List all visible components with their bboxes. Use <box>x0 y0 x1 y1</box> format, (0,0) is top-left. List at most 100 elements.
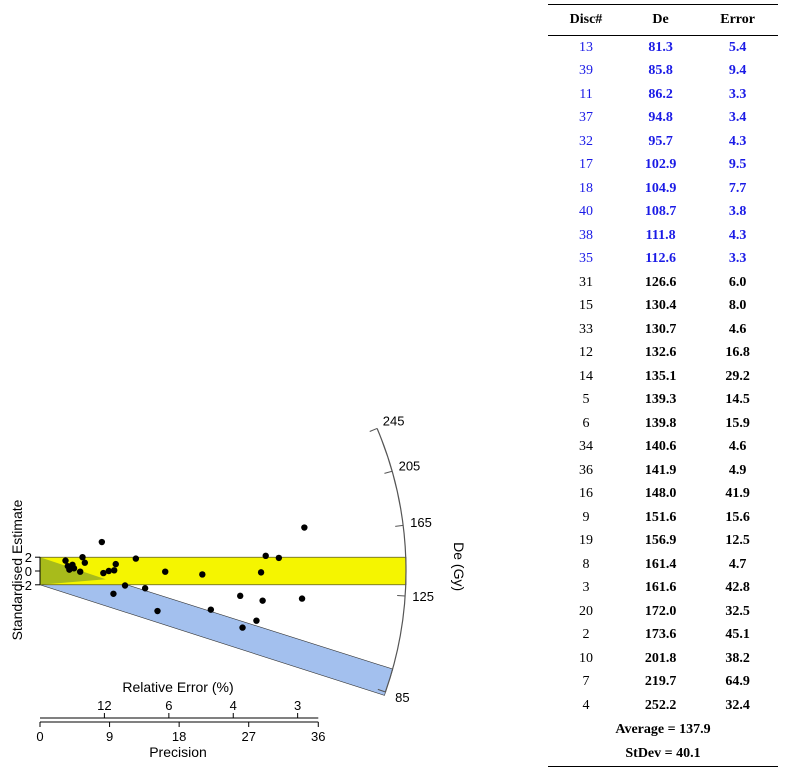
cell-de: 95.7 <box>648 133 673 149</box>
arc-tick <box>384 470 393 474</box>
cell-disc: 11 <box>579 86 593 102</box>
table-row: 33 130.7 4.6 <box>548 318 778 342</box>
arc-tick-label: 125 <box>412 589 434 604</box>
data-point <box>76 568 84 575</box>
cell-de: 104.9 <box>644 180 677 196</box>
de-arc <box>376 428 407 693</box>
cell-de: 172.0 <box>644 603 677 619</box>
y-tick-label: 2 <box>25 550 32 565</box>
cell-disc: 34 <box>578 439 593 455</box>
arc-tick <box>395 524 404 527</box>
table-row: 8 161.4 4.7 <box>548 553 778 577</box>
cell-disc: 6 <box>582 415 590 431</box>
cell-disc: 39 <box>578 63 593 79</box>
cell-disc: 37 <box>578 110 593 126</box>
arc-tick-label: 165 <box>410 515 432 530</box>
table-row: 38 111.8 4.3 <box>548 224 778 248</box>
cell-de: 132.6 <box>644 345 677 361</box>
table-row: 9 151.6 15.6 <box>548 506 778 530</box>
data-point <box>105 567 112 575</box>
cell-disc: 17 <box>578 157 593 173</box>
cell-error: 3.3 <box>728 86 747 102</box>
table-row: 16 148.0 41.9 <box>548 483 778 507</box>
cell-de: 126.6 <box>644 274 677 290</box>
cell-disc: 33 <box>578 321 593 337</box>
cell-error: 42.8 <box>725 580 750 596</box>
data-point <box>257 569 265 576</box>
cell-disc: 5 <box>582 392 590 408</box>
precision-tick-label: 27 <box>241 729 255 744</box>
cell-de: 139.8 <box>644 415 677 431</box>
cell-error: 45.1 <box>725 627 750 643</box>
cell-error: 32.5 <box>725 603 750 619</box>
cell-de: 85.8 <box>648 63 673 79</box>
data-point <box>162 568 169 575</box>
cell-error: 64.9 <box>725 674 750 690</box>
table-row: 32 95.7 4.3 <box>548 130 778 154</box>
stdev-summary: StDev = 40.1 <box>548 742 778 767</box>
table-row: 6 139.8 15.9 <box>548 412 778 436</box>
arc-axis-label: De (Gy) <box>451 542 467 591</box>
y-axis-label: Standardised Estimate <box>9 499 25 640</box>
data-point <box>81 559 89 566</box>
cell-de: 161.6 <box>644 580 677 596</box>
table-row: 7 219.7 64.9 <box>548 671 778 695</box>
cell-disc: 40 <box>578 204 593 220</box>
data-point <box>298 595 306 602</box>
cell-error: 3.3 <box>728 251 747 267</box>
cell-disc: 18 <box>578 180 593 196</box>
data-point <box>207 606 215 613</box>
cell-disc: 16 <box>578 486 593 502</box>
cell-de: 148.0 <box>644 486 677 502</box>
cell-de: 108.7 <box>644 204 677 220</box>
table-row: 34 140.6 4.6 <box>548 436 778 460</box>
cell-error: 5.4 <box>728 39 747 55</box>
cell-de: 112.6 <box>645 251 676 267</box>
cell-de: 156.9 <box>644 533 677 549</box>
cell-error: 4.6 <box>728 439 747 455</box>
cell-de: 86.2 <box>648 86 673 102</box>
cell-error: 15.9 <box>725 415 750 431</box>
cell-de: 111.8 <box>645 227 676 243</box>
cell-disc: 9 <box>582 509 590 525</box>
arc-tick <box>377 688 386 693</box>
table-row: 4 252.2 32.4 <box>548 694 778 718</box>
relative-error-tick-label: 12 <box>97 698 111 713</box>
table-row: 35 112.6 3.3 <box>548 248 778 272</box>
table-row: 19 156.9 12.5 <box>548 530 778 554</box>
table-row: 20 172.0 32.5 <box>548 600 778 624</box>
col-header-error: Error <box>720 12 755 27</box>
average-summary: Average = 137.9 <box>615 721 711 737</box>
col-header-disc: Disc# <box>569 12 603 27</box>
cell-disc: 31 <box>578 274 593 290</box>
cell-error: 32.4 <box>725 697 750 713</box>
central-band <box>39 556 407 586</box>
table-row: 40 108.7 3.8 <box>548 201 778 225</box>
cell-error: 9.5 <box>728 157 747 173</box>
cell-de: 140.6 <box>644 439 677 455</box>
relative-error-tick-label: 3 <box>294 698 301 713</box>
table-row: 36 141.9 4.9 <box>548 459 778 483</box>
table-row: 15 130.4 8.0 <box>548 295 778 319</box>
precision-tick-label: 9 <box>106 729 113 744</box>
cell-error: 29.2 <box>725 368 750 384</box>
cell-error: 12.5 <box>725 533 750 549</box>
data-point <box>70 565 78 572</box>
data-point <box>301 524 308 531</box>
data-point <box>110 590 117 597</box>
table-row: 37 94.8 3.4 <box>548 107 778 131</box>
de-table: Disc# De Error 13 81.3 5.4 39 85.8 9.4 11 86.2 3… <box>548 4 778 718</box>
cell-de: 81.3 <box>648 39 673 55</box>
cell-error: 6.0 <box>728 274 747 290</box>
cell-de: 141.9 <box>644 462 677 478</box>
data-point <box>262 552 269 560</box>
table-row: 31 126.6 6.0 <box>548 271 778 295</box>
cell-disc: 36 <box>578 462 593 478</box>
cell-disc: 19 <box>578 533 593 549</box>
precision-tick-label: 18 <box>172 729 186 744</box>
table-row: 10 201.8 38.2 <box>548 647 778 671</box>
cell-disc: 3 <box>582 580 590 596</box>
cell-error: 8.0 <box>728 298 747 314</box>
cell-error: 7.7 <box>728 180 747 196</box>
data-point <box>121 582 129 589</box>
